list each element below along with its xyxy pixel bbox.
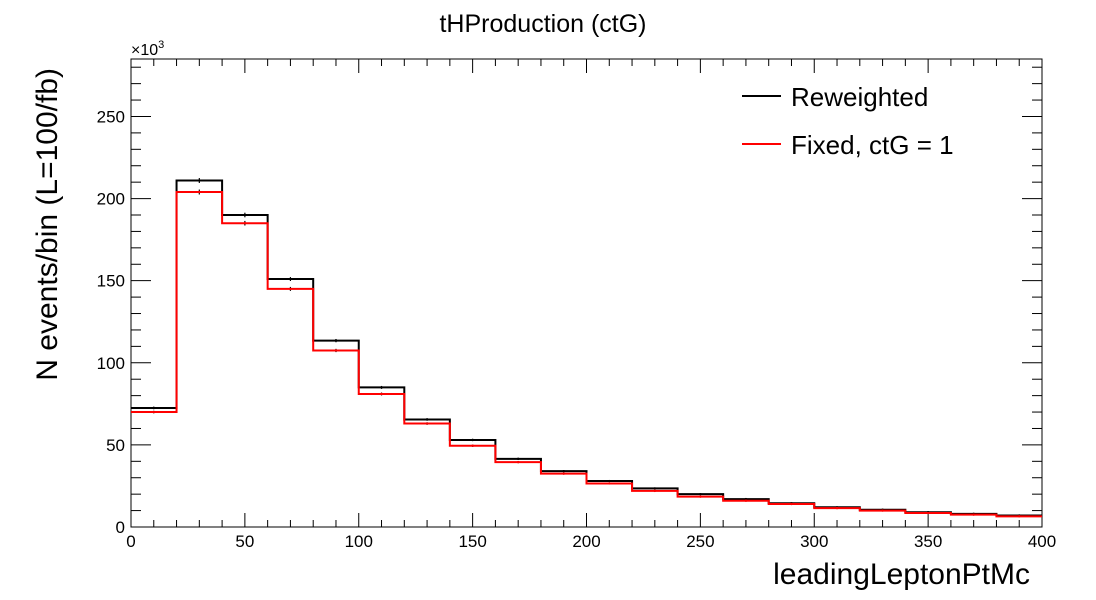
x-tick-label: 300 (800, 532, 828, 551)
bin-point (289, 287, 292, 291)
bin-point (744, 497, 748, 501)
axis-ticks (130, 59, 1043, 528)
bin-point (380, 386, 383, 389)
bin-point (380, 392, 383, 396)
x-tick-label: 250 (686, 532, 714, 551)
x-tick-label: 100 (345, 532, 373, 551)
y-tick-label: 150 (97, 272, 125, 291)
bin-point (699, 495, 702, 498)
bin-point (608, 479, 611, 483)
x-tick-label: 200 (572, 532, 600, 551)
bin-point (1018, 515, 1021, 518)
bin-point (471, 444, 474, 447)
x-tick-label: 50 (235, 532, 254, 551)
bin-point (653, 489, 657, 493)
y-tick-label: 0 (116, 518, 125, 537)
y-axis-label: N events/bin (L=100/fb) (31, 68, 64, 381)
bin-point (744, 499, 748, 502)
x-axis-label: leadingLeptonPtMc (773, 558, 1030, 591)
series-step-line (131, 191, 1042, 518)
series-1 (131, 189, 1042, 518)
y-tick-label: 200 (97, 190, 125, 209)
bin-point (425, 422, 429, 425)
bin-point (425, 418, 429, 421)
bin-point (334, 349, 338, 352)
bin-point (334, 339, 338, 342)
y-tick-label: 100 (97, 354, 125, 373)
chart-title: tHProduction (ctG) (439, 10, 646, 38)
x-tick-label: 150 (458, 532, 486, 551)
bin-point (699, 492, 702, 496)
y-tick-label: 250 (97, 107, 125, 126)
x-tick-label: 400 (1028, 532, 1056, 551)
x-tick-label: 350 (914, 532, 942, 551)
bin-point (608, 482, 611, 485)
bin-point (198, 179, 201, 182)
legend-label-reweighted: Reweighted (791, 82, 928, 112)
bin-point (790, 502, 793, 506)
bin-point (152, 410, 155, 414)
legend-label-fixed: Fixed, ctG = 1 (791, 130, 954, 160)
bin-point (243, 213, 247, 217)
y-multiplier-label: ×103 (131, 39, 164, 59)
bin-point (516, 460, 520, 464)
bin-point (562, 469, 565, 473)
bin-point (881, 509, 884, 512)
bin-point (152, 406, 155, 410)
bin-point (516, 457, 520, 461)
bin-point (471, 438, 474, 442)
bin-point (243, 222, 247, 225)
bin-point (562, 472, 565, 475)
bin-point (198, 190, 201, 194)
y-tick-label: 50 (106, 436, 125, 455)
legend: Reweighted Fixed, ctG = 1 (742, 82, 954, 160)
x-tick-label: 0 (126, 532, 135, 551)
bin-point (653, 487, 657, 490)
bin-point (835, 506, 839, 510)
bin-point (926, 511, 930, 515)
bin-point (972, 513, 975, 516)
axis-tick-labels: 0 50 100 150 200 250 300 350 400 0 50 100 150 200 250 (97, 107, 1057, 551)
bin-point (289, 277, 292, 281)
series-layer (131, 178, 1042, 518)
